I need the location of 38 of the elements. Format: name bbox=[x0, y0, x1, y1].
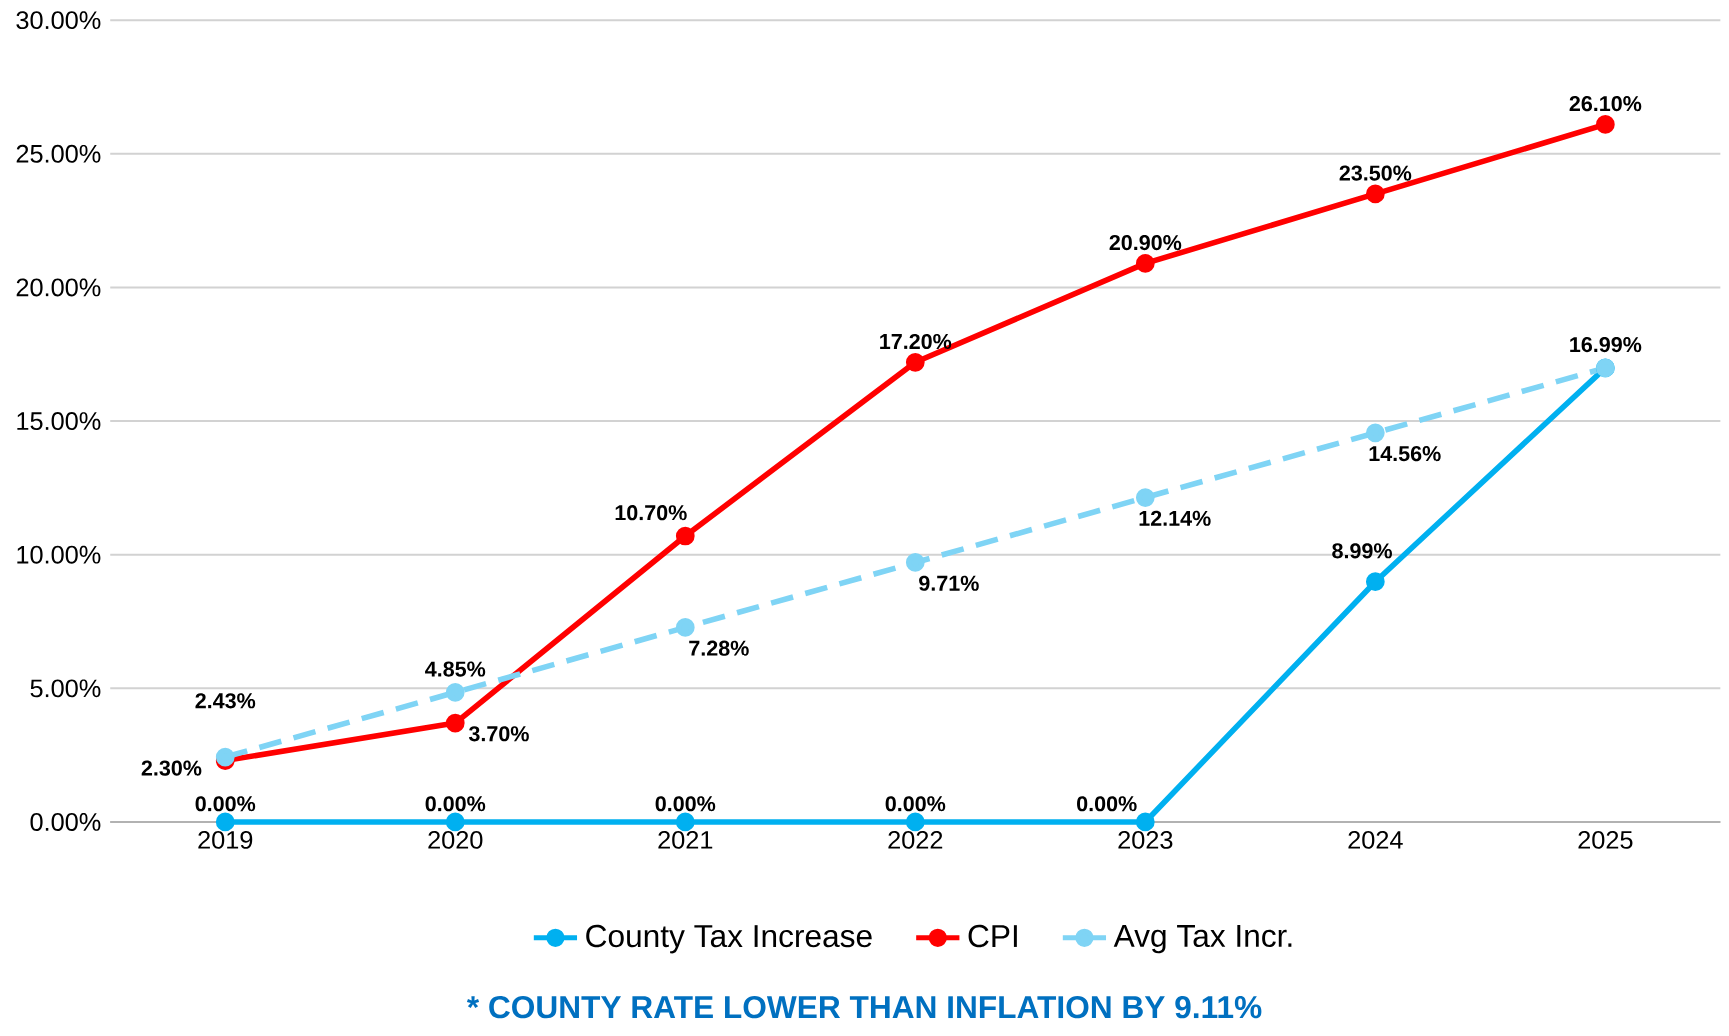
x-tick-label: 2019 bbox=[198, 830, 253, 849]
x-tick-label: 2022 bbox=[888, 830, 943, 849]
data-label: 16.99% bbox=[1570, 336, 1642, 353]
x-tick-label: 2025 bbox=[1578, 830, 1633, 849]
data-label: 0.00% bbox=[1077, 796, 1137, 812]
y-tick-label: 25.00% bbox=[16, 144, 101, 163]
text: * COUNTY RATE LOWER THAN INFLATION BY 9.11% bbox=[466, 995, 1262, 1019]
data-label: 17.20% bbox=[880, 333, 952, 350]
y-tick-label: 0.00% bbox=[30, 813, 101, 831]
y-tick-label: 15.00% bbox=[17, 412, 101, 431]
x-tick-label: 2023 bbox=[1118, 830, 1173, 849]
data-label: 0.00% bbox=[195, 796, 256, 812]
y-tick-label: 20.00% bbox=[16, 278, 101, 297]
data-label: 2.30% bbox=[141, 760, 202, 776]
data-label: 0.00% bbox=[425, 796, 486, 812]
legend-label: County Tax Increase bbox=[586, 924, 872, 954]
x-tick-label: 2020 bbox=[428, 830, 483, 849]
data-label: 0.00% bbox=[655, 796, 716, 812]
data-label: 23.50% bbox=[1339, 165, 1412, 181]
y-tick-label: 30.00% bbox=[16, 11, 101, 30]
y-tick-label: 10.00% bbox=[17, 545, 101, 564]
data-label: 8.99% bbox=[1332, 543, 1392, 559]
data-label: 10.70% bbox=[615, 505, 687, 521]
legend-label: Avg Tax Incr. bbox=[1113, 925, 1292, 954]
data-label: 26.10% bbox=[1569, 96, 1642, 112]
data-label: 2.43% bbox=[195, 693, 256, 709]
data-label: 4.85% bbox=[425, 661, 486, 677]
data-label: 0.00% bbox=[885, 796, 946, 812]
legend-label: CPI bbox=[968, 924, 1017, 948]
data-label: 20.90% bbox=[1109, 235, 1182, 251]
y-tick-label: 5.00% bbox=[30, 679, 101, 698]
x-tick-label: 2021 bbox=[658, 830, 713, 849]
data-label: 9.71% bbox=[919, 575, 979, 591]
data-label: 14.56% bbox=[1369, 446, 1441, 462]
data-label: 7.28% bbox=[689, 640, 749, 656]
data-label: 12.14% bbox=[1139, 510, 1211, 526]
x-tick-label: 2024 bbox=[1348, 830, 1403, 849]
data-label: 3.70% bbox=[468, 726, 529, 742]
